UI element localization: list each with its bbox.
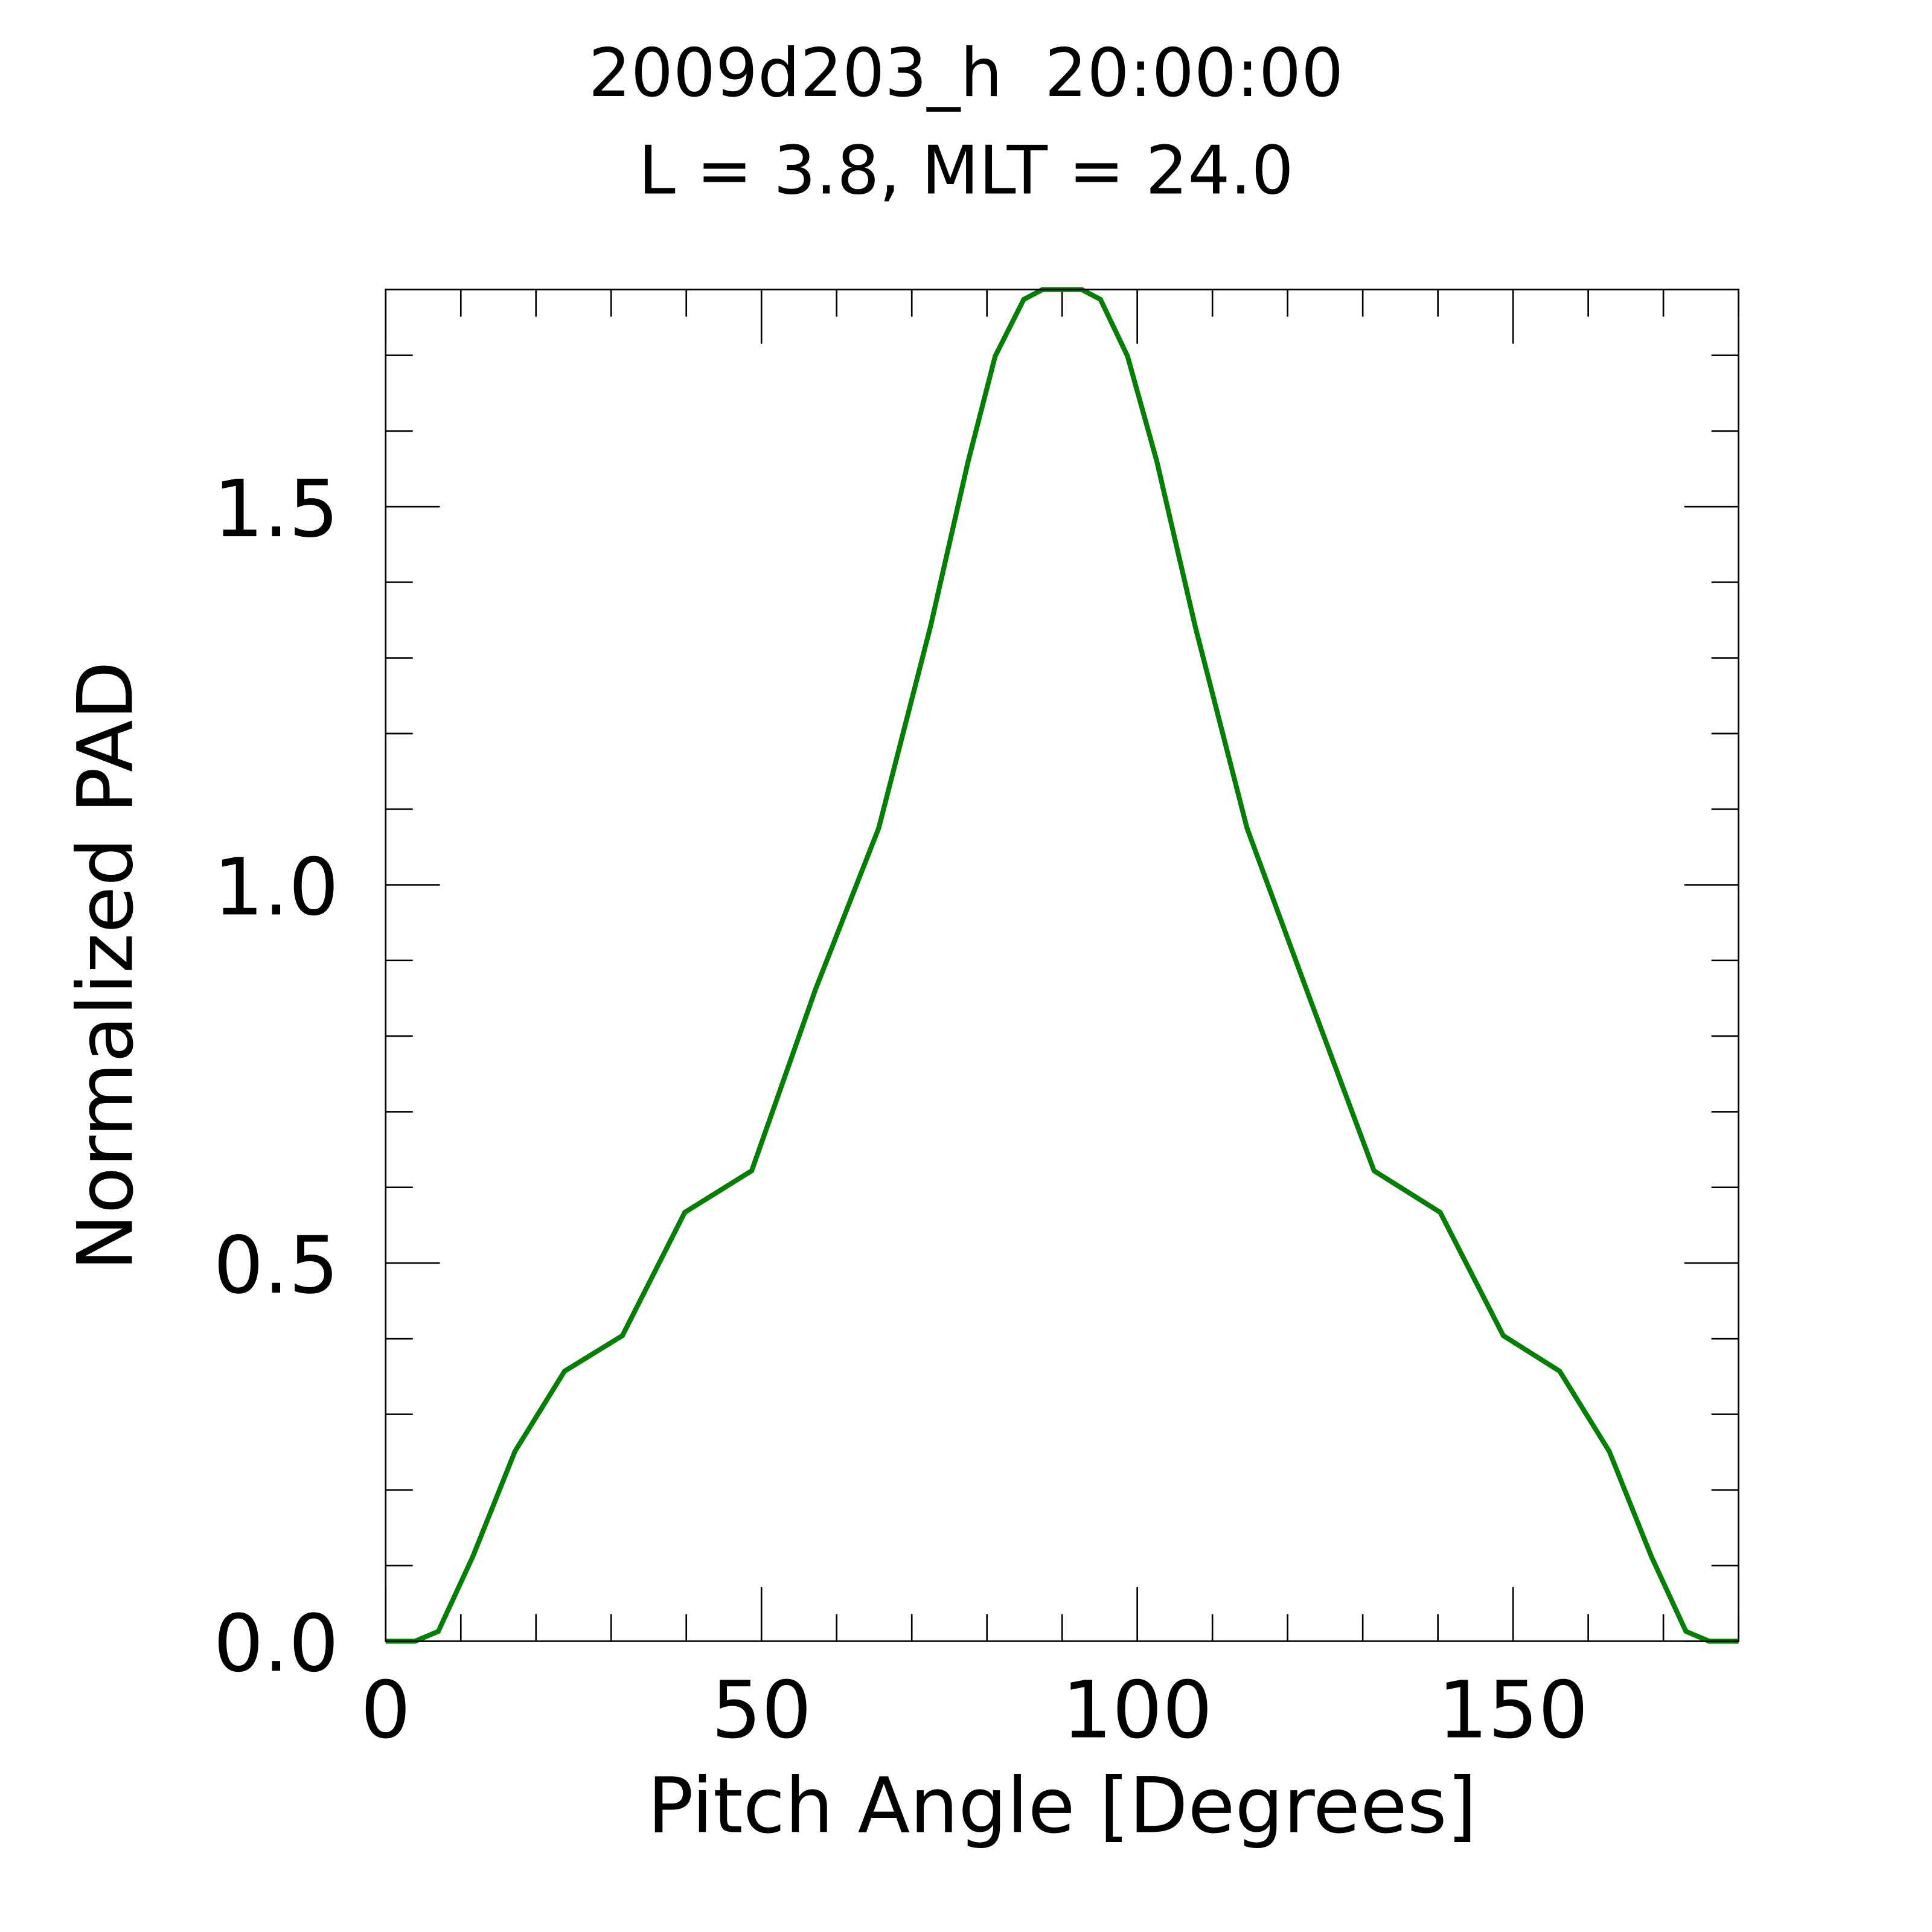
x-tick-label: 50: [711, 1665, 811, 1756]
plot-frame: [385, 289, 1739, 1642]
y-tick-label: 1.5: [214, 463, 339, 555]
x-tick-label: 100: [1062, 1665, 1212, 1756]
axis-ticks: [385, 289, 1739, 1642]
series-line-pad: [385, 287, 1739, 1644]
y-tick-label: 1.0: [214, 842, 339, 933]
y-tick-label: 0.5: [214, 1220, 339, 1311]
chart-title: 2009d203_h 20:00:00: [589, 34, 1344, 112]
y-axis-label: Normalized PAD: [61, 661, 150, 1271]
y-tick-label: 0.0: [214, 1598, 339, 1689]
x-tick-label: 150: [1438, 1665, 1588, 1756]
chart-subtitle: L = 3.8, MLT = 24.0: [638, 132, 1293, 209]
tick-labels: 0 50 100 150 0.0 0.5 1.0 1.5: [214, 463, 1588, 1756]
x-axis-label: Pitch Angle [Degrees]: [647, 1762, 1477, 1850]
x-tick-label: 0: [360, 1665, 411, 1756]
